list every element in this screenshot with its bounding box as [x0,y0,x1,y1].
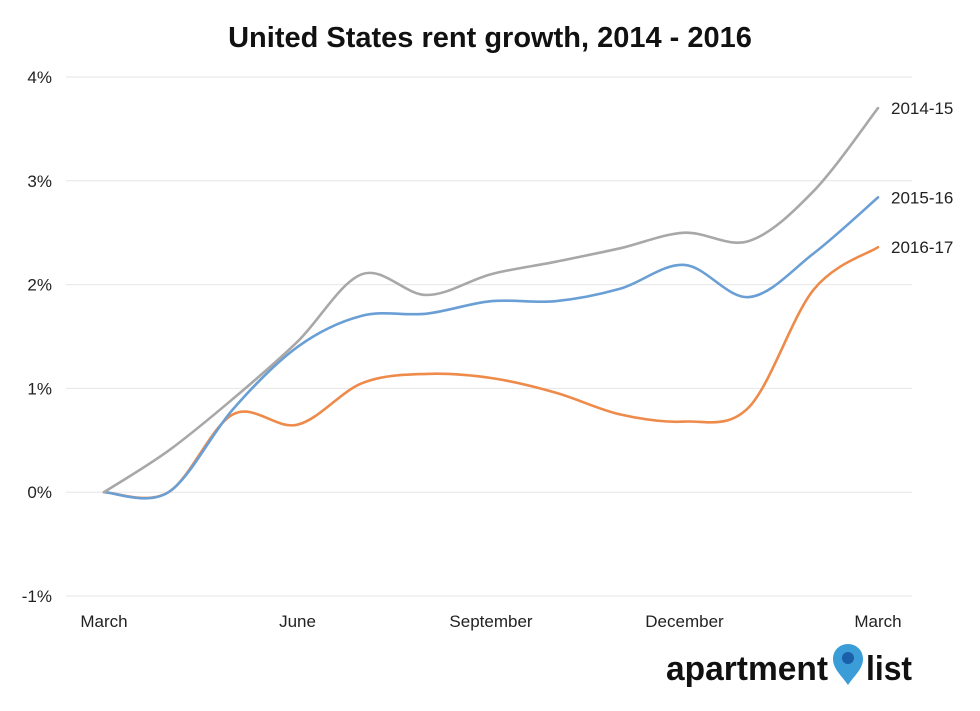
x-tick-label: September [449,612,532,631]
chart-title: United States rent growth, 2014 - 2016 [228,22,752,54]
y-axis-ticks: -1% 0% 1% 2% 3% 4% [22,68,52,606]
series-label: 2015-16 [891,188,953,207]
y-tick-label: 0% [27,483,52,502]
y-tick-label: 4% [27,68,52,87]
series-lines [102,106,880,500]
series-labels: 2014-15 2015-16 2016-17 [891,99,953,257]
map-pin-icon [833,644,863,685]
series-label: 2016-17 [891,238,953,257]
y-tick-label: -1% [22,587,52,606]
x-tick-label: March [80,612,127,631]
series-line-2014-15 [102,106,880,494]
series-line-2016-17 [102,245,880,500]
x-axis-ticks: March June September December March [80,612,901,631]
logo-text-list: list [866,650,912,688]
x-tick-label: March [854,612,901,631]
y-tick-label: 3% [27,172,52,191]
y-tick-label: 2% [27,276,52,295]
y-tick-label: 1% [27,379,52,398]
x-tick-label: June [279,612,316,631]
series-line-2015-16 [102,196,880,500]
grid-lines [66,76,912,597]
apartment-list-logo: apartment list [666,644,912,688]
series-label: 2014-15 [891,99,953,118]
x-tick-label: December [645,612,724,631]
logo-text-apartment: apartment [666,650,828,688]
